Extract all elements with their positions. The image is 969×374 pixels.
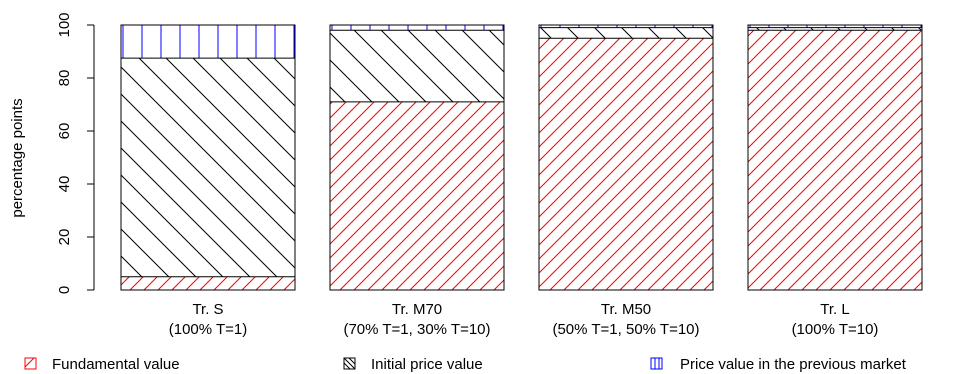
legend-swatch-previous-hatch	[654, 358, 660, 369]
y-axis: 0 20 40 60 80 100	[56, 12, 95, 294]
x-axis-labels: Tr. S (100% T=1) Tr. M70 (70% T=1, 30% T=10…	[169, 301, 879, 338]
x-tick-sublabel: (100% T=10)	[792, 321, 879, 338]
segment-initial	[748, 27, 922, 31]
segment-fundamental	[121, 276, 295, 290]
legend-item-initial: Initial price value	[343, 356, 483, 373]
legend-item-previous: Price value in the previous market	[650, 356, 907, 373]
bar-4	[747, 24, 923, 291]
x-tick-label: Tr. M50	[601, 301, 651, 318]
bar-2	[329, 24, 505, 291]
y-axis-label: percentage points	[9, 98, 26, 217]
y-tick-label: 100	[56, 12, 73, 37]
bar-1	[120, 24, 296, 291]
x-tick-label: Tr. S	[192, 301, 223, 318]
y-tick-label: 80	[56, 70, 73, 87]
segment-fundamental	[539, 38, 713, 290]
segment-previous	[539, 25, 713, 28]
segment-fundamental	[330, 101, 504, 290]
bars-group	[120, 24, 923, 291]
segment-initial	[121, 58, 295, 277]
bar-outline	[538, 24, 714, 291]
y-tick-label: 40	[56, 176, 73, 193]
legend-label-fundamental: Fundamental value	[52, 356, 180, 373]
segment-previous	[330, 25, 504, 31]
segment-initial	[330, 30, 504, 102]
x-tick-label: Tr. M70	[392, 301, 442, 318]
bar-3	[538, 24, 714, 291]
x-tick-sublabel: (100% T=1)	[169, 321, 248, 338]
segment-previous	[121, 25, 295, 59]
y-tick-label: 20	[56, 229, 73, 246]
legend-label-initial: Initial price value	[371, 356, 483, 373]
legend-swatch-fundamental	[24, 357, 37, 370]
segment-previous	[748, 25, 922, 28]
bar-outline	[747, 24, 923, 291]
segment-initial	[539, 27, 713, 39]
bar-outline	[329, 24, 505, 291]
legend-item-fundamental: Fundamental value	[24, 356, 180, 373]
legend-swatch-previous	[650, 357, 663, 370]
y-tick-label: 0	[56, 286, 73, 294]
x-tick-sublabel: (50% T=1, 50% T=10)	[552, 321, 699, 338]
segment-fundamental	[748, 30, 922, 291]
bar-outline	[120, 24, 296, 291]
legend-label-previous: Price value in the previous market	[680, 356, 907, 373]
x-tick-label: Tr. L	[820, 301, 849, 318]
legend: Fundamental value Initial price value Pr…	[24, 356, 907, 373]
legend-swatch-initial-hatch	[343, 357, 356, 370]
y-tick-label: 60	[56, 123, 73, 140]
x-tick-sublabel: (70% T=1, 30% T=10)	[343, 321, 490, 338]
